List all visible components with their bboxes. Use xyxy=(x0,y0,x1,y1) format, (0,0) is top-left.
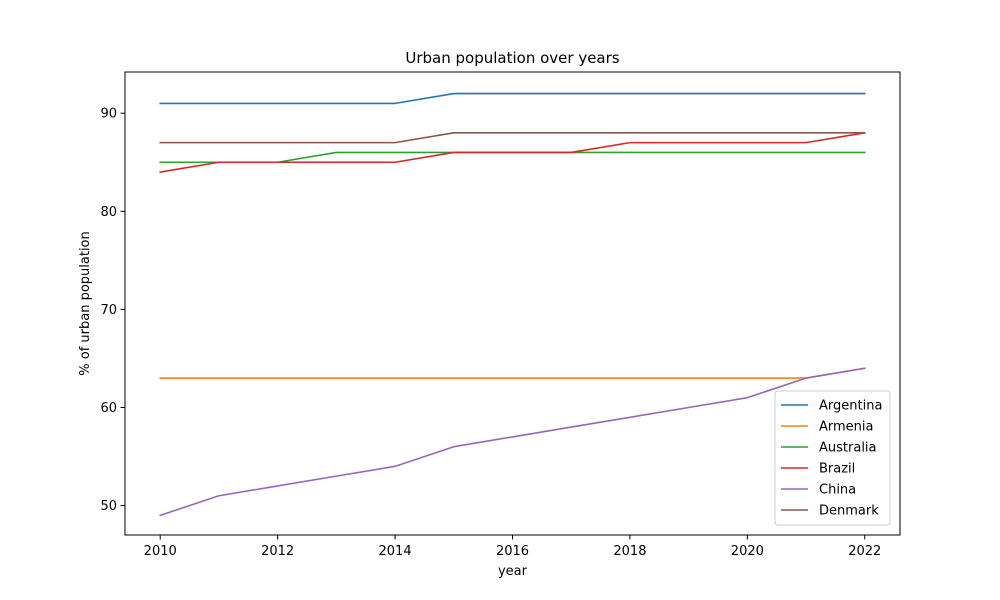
legend-label-denmark: Denmark xyxy=(819,504,879,519)
legend-label-china: China xyxy=(819,483,856,498)
plot-area xyxy=(159,92,866,517)
series-line-argentina xyxy=(159,92,866,105)
series-line-australia xyxy=(159,151,866,164)
legend: Argentina Armenia Australia Brazil China Denm… xyxy=(774,390,891,526)
y-tick-label: 90 xyxy=(100,107,117,122)
legend-label-brazil: Brazil xyxy=(819,462,855,477)
x-tick-label: 2012 xyxy=(261,544,294,559)
x-tick-label: 2020 xyxy=(731,544,764,559)
x-tick-label: 2010 xyxy=(144,544,177,559)
series-line-brazil xyxy=(159,131,866,173)
legend-label-armenia: Armenia xyxy=(819,420,874,435)
legend-box xyxy=(774,390,891,526)
y-tick-label: 70 xyxy=(100,303,117,318)
x-tick-label: 2022 xyxy=(848,544,881,559)
x-tick-label: 2018 xyxy=(613,544,646,559)
chart-title: Urban population over years xyxy=(405,49,619,67)
x-axis-ticks: 2010 2012 2014 2016 2018 2020 2022 xyxy=(144,535,881,559)
y-axis-ticks: 50 60 70 80 90 xyxy=(100,107,125,514)
y-tick-label: 60 xyxy=(100,401,117,416)
x-tick-label: 2016 xyxy=(496,544,529,559)
y-axis-title: % of urban population xyxy=(78,231,93,376)
series-line-china xyxy=(159,367,866,517)
series-line-denmark xyxy=(159,132,866,144)
y-tick-label: 50 xyxy=(100,499,117,514)
x-tick-label: 2014 xyxy=(379,544,412,559)
series-line-armenia xyxy=(159,367,866,379)
legend-label-australia: Australia xyxy=(819,441,877,456)
x-axis-title: year xyxy=(498,564,528,579)
legend-label-argentina: Argentina xyxy=(819,399,882,414)
y-tick-label: 80 xyxy=(100,205,117,220)
